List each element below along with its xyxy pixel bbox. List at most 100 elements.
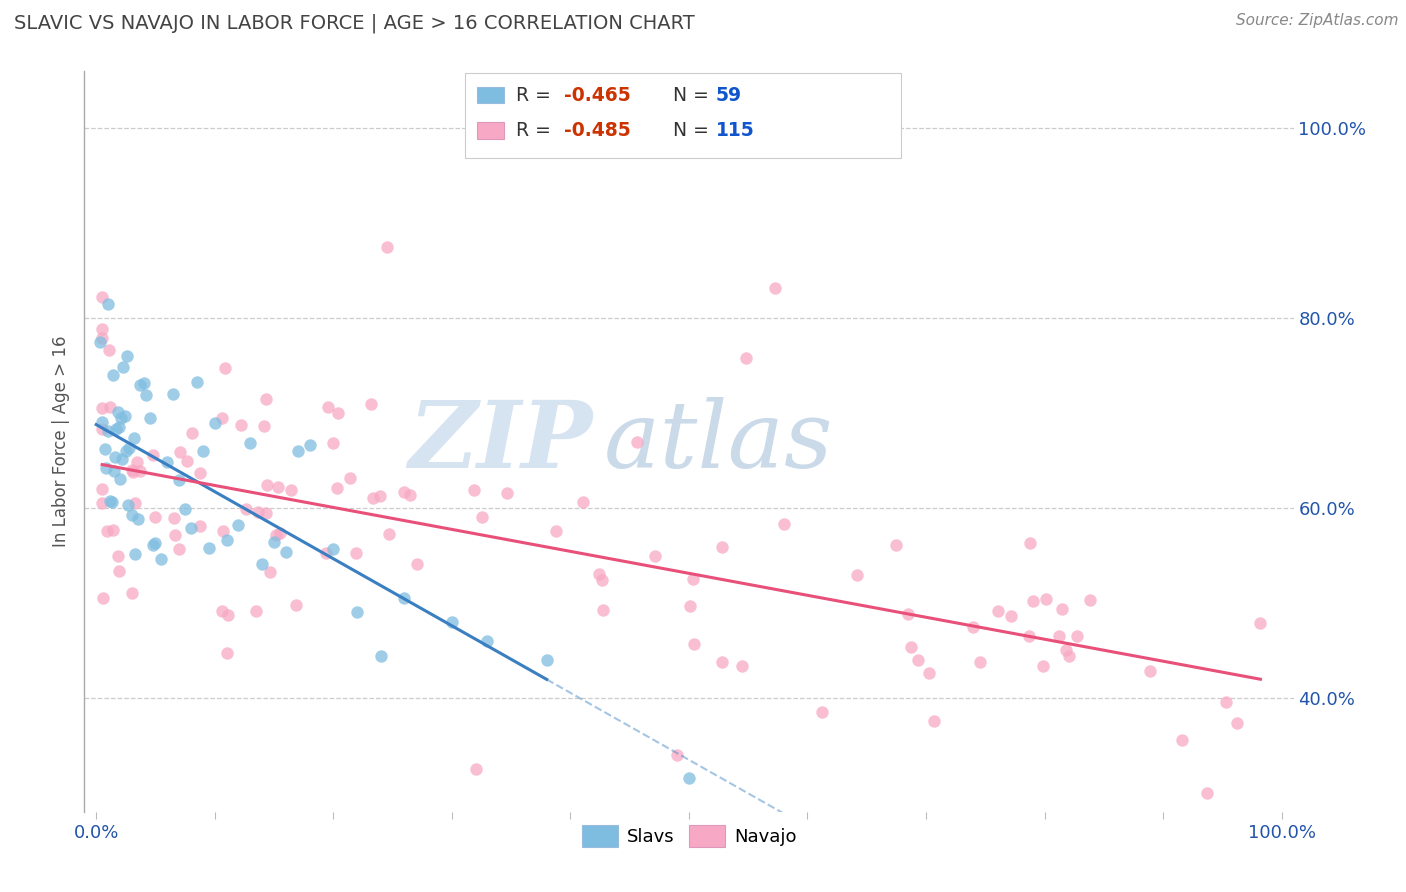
Text: R =: R = xyxy=(516,121,557,140)
Point xyxy=(406,557,429,571)
Point xyxy=(91,482,114,496)
FancyBboxPatch shape xyxy=(465,73,901,158)
Text: N =: N = xyxy=(673,121,716,140)
Point xyxy=(1054,643,1077,657)
Point xyxy=(214,360,236,375)
Point xyxy=(1195,786,1218,800)
Point xyxy=(682,572,704,586)
Point xyxy=(188,519,211,533)
Point xyxy=(259,565,281,579)
Point xyxy=(731,659,754,673)
Point xyxy=(228,518,250,533)
Point xyxy=(169,542,191,557)
Point xyxy=(150,552,173,566)
Text: 59: 59 xyxy=(716,86,742,104)
Point xyxy=(111,451,134,466)
Point xyxy=(734,351,756,365)
Point xyxy=(239,436,262,450)
Point xyxy=(263,535,285,549)
Point xyxy=(145,536,167,550)
Point xyxy=(117,498,139,512)
Point xyxy=(104,450,127,464)
Point xyxy=(765,281,787,295)
Text: -0.465: -0.465 xyxy=(564,86,631,104)
Point xyxy=(91,591,114,605)
Point xyxy=(1226,715,1249,730)
Text: -0.485: -0.485 xyxy=(564,121,631,140)
Point xyxy=(135,388,157,402)
Point xyxy=(773,516,796,531)
Point xyxy=(162,387,184,401)
Point xyxy=(118,441,141,455)
Point xyxy=(339,471,361,485)
Point xyxy=(229,418,252,433)
Point xyxy=(987,604,1010,618)
Point xyxy=(592,603,614,617)
Point xyxy=(91,290,114,304)
Point xyxy=(103,464,125,478)
Point xyxy=(91,322,114,336)
Point xyxy=(121,585,143,599)
Point xyxy=(346,606,368,620)
Point xyxy=(368,489,391,503)
Point xyxy=(97,343,120,357)
Point xyxy=(108,472,131,486)
Point xyxy=(666,747,689,762)
Point xyxy=(91,422,114,436)
Point xyxy=(710,540,733,554)
Point xyxy=(121,508,143,522)
Point xyxy=(252,419,274,434)
Point xyxy=(546,524,568,539)
Point xyxy=(328,405,350,419)
Point xyxy=(91,415,114,429)
Point xyxy=(496,486,519,500)
Point xyxy=(1249,616,1271,631)
Point xyxy=(463,483,485,497)
Point xyxy=(215,533,238,547)
Point xyxy=(107,549,129,563)
Point xyxy=(124,547,146,561)
Point xyxy=(114,409,136,423)
Text: atlas: atlas xyxy=(605,397,834,486)
Point xyxy=(235,501,257,516)
Text: ZIP: ZIP xyxy=(408,397,592,486)
Point xyxy=(100,494,122,508)
Point xyxy=(810,705,832,719)
Point xyxy=(97,297,120,311)
Text: 115: 115 xyxy=(716,121,754,140)
Point xyxy=(287,444,309,458)
Point xyxy=(211,604,233,618)
Point xyxy=(198,541,221,555)
Point xyxy=(167,473,190,487)
Point xyxy=(180,520,202,534)
Point xyxy=(129,464,152,478)
Point xyxy=(360,397,382,411)
Point xyxy=(143,509,166,524)
Point xyxy=(89,334,111,349)
Point xyxy=(922,714,945,728)
Point xyxy=(107,420,129,434)
Point xyxy=(322,436,344,450)
Point xyxy=(97,424,120,438)
Text: Source: ZipAtlas.com: Source: ZipAtlas.com xyxy=(1236,13,1399,29)
Point xyxy=(163,511,186,525)
Point xyxy=(269,525,291,540)
Point xyxy=(101,368,124,383)
Point xyxy=(626,434,648,449)
Point xyxy=(169,444,191,458)
Point xyxy=(1139,665,1161,679)
Point xyxy=(361,491,384,506)
Point xyxy=(536,653,558,667)
Point xyxy=(571,495,593,509)
Point xyxy=(132,376,155,391)
Point xyxy=(127,512,149,526)
Point xyxy=(254,392,277,407)
Point xyxy=(100,494,122,508)
Point xyxy=(682,637,704,651)
Point xyxy=(969,655,991,669)
Y-axis label: In Labor Force | Age > 16: In Labor Force | Age > 16 xyxy=(52,335,70,548)
Point xyxy=(378,527,401,541)
Point xyxy=(280,483,302,497)
Point xyxy=(326,481,349,495)
Point xyxy=(211,524,233,538)
